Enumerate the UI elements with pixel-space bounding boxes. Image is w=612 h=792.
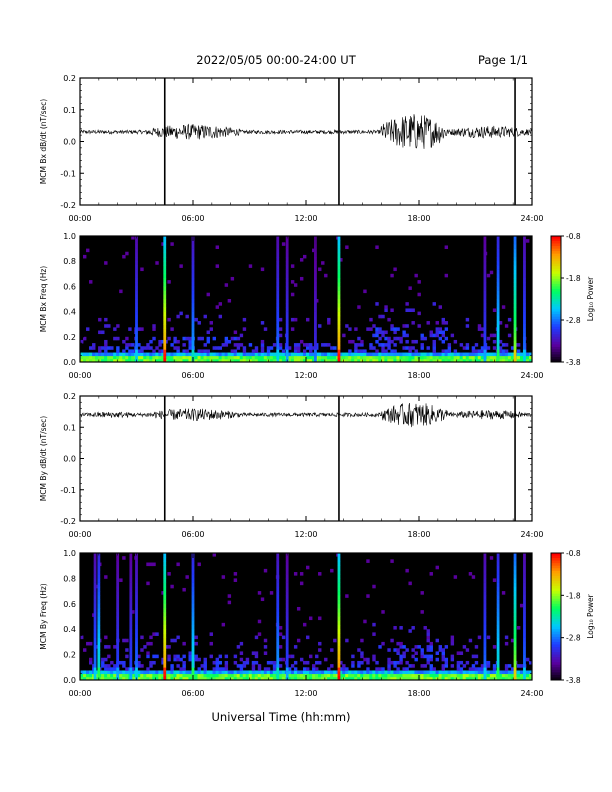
vertical-feature-14 <box>523 553 526 681</box>
vertical-feature-4 <box>276 236 280 363</box>
x-axis-title: Universal Time (hh:mm) <box>211 710 350 724</box>
y-tick-label: 0.6 <box>63 282 76 291</box>
colorbar-tick-label: -2.8 <box>566 316 581 325</box>
colorbar-tick-label: -3.8 <box>566 358 581 367</box>
vertical-feature-4 <box>129 553 133 681</box>
x-tick-label: 18:00 <box>407 530 430 539</box>
vertical-feature-3 <box>116 553 120 681</box>
x-tick-label: 24:00 <box>520 371 543 380</box>
vertical-feature-6 <box>314 236 317 363</box>
vertical-feature-10 <box>337 553 341 681</box>
y-tick-label: 0.2 <box>63 333 76 342</box>
x-tick-label: 18:00 <box>407 371 430 380</box>
x-tick-label: 00:00 <box>68 214 91 223</box>
vertical-feature-11 <box>523 236 526 363</box>
vertical-feature-8 <box>483 236 487 363</box>
x-tick-label: 12:00 <box>294 214 317 223</box>
colorbar-tick-label: -1.8 <box>566 591 581 600</box>
dbdt-series <box>80 114 532 149</box>
colorbar-tick-label: -2.8 <box>566 634 581 643</box>
vertical-feature-11 <box>483 553 487 681</box>
x-tick-label: 06:00 <box>181 689 204 698</box>
y-tick-label: 0.4 <box>63 308 76 317</box>
y-tick-label: 0.8 <box>63 257 76 266</box>
x-tick-label: 00:00 <box>68 689 91 698</box>
colorbar-tick-label: -3.8 <box>566 676 581 685</box>
vertical-feature-12 <box>496 553 500 681</box>
y-tick-label: 0.2 <box>63 74 76 83</box>
y-axis-title: MCM By Freq (Hz) <box>39 583 48 649</box>
y-axis-title: MCM Bx Freq (Hz) <box>39 266 48 332</box>
colorbar: -0.8 -1.8 -2.8 -3.8 Log₁₀ Power <box>550 232 595 367</box>
colorbar-tick-label: -0.8 <box>566 549 581 558</box>
series-group <box>80 396 532 521</box>
vertical-feature-10 <box>513 236 517 363</box>
colorbar-tick-label: -0.8 <box>566 232 581 241</box>
colorbar-label: Log₁₀ Power <box>586 593 595 638</box>
dbdt-series <box>80 402 532 428</box>
spectrogram-cells <box>80 236 533 363</box>
x-tick-label: 24:00 <box>520 689 543 698</box>
vertical-feature-7 <box>191 553 195 681</box>
x-tick-label: 06:00 <box>181 530 204 539</box>
x-tick-label: 06:00 <box>181 214 204 223</box>
colorbar: -0.8 -1.8 -2.8 -3.8 Log₁₀ Power <box>550 549 595 685</box>
y-axis-title: MCM By dB/dt (nT/sec) <box>39 416 48 501</box>
vertical-feature-9 <box>496 236 500 363</box>
y-tick-label: 0.6 <box>63 600 76 609</box>
x-tick-label: 00:00 <box>68 530 91 539</box>
spectrogram-background <box>80 553 532 680</box>
colorbar-tick-label: -1.8 <box>566 274 581 283</box>
y-tick-label: 0.2 <box>63 392 76 401</box>
page-indicator: Page 1/1 <box>478 53 528 67</box>
y-tick-label: 1.0 <box>63 549 76 558</box>
x-tick-label: 24:00 <box>520 530 543 539</box>
plot-frame <box>79 77 533 206</box>
x-tick-label: 12:00 <box>294 530 317 539</box>
y-tick-label: 0.0 <box>63 676 76 685</box>
vertical-feature-7 <box>337 236 341 363</box>
x-tick-label: 18:00 <box>407 689 430 698</box>
y-tick-label: -0.1 <box>60 169 76 178</box>
y-tick-label: -0.1 <box>60 486 76 495</box>
x-tick-label: 06:00 <box>181 371 204 380</box>
y-tick-label: 0.1 <box>63 106 76 115</box>
y-tick-label: 0.8 <box>63 574 76 583</box>
y-tick-label: 1.0 <box>63 232 76 241</box>
panel-3: 0.2 0.1 0.0 -0.1 -0.2 00:00 06:00 12:00 18:00 24:… <box>39 392 544 539</box>
x-tick-label: 12:00 <box>294 689 317 698</box>
y-tick-label: -0.2 <box>60 201 76 210</box>
vertical-feature-1 <box>135 236 138 363</box>
figure-title: 2022/05/05 00:00-24:00 UT <box>196 53 356 67</box>
vertical-feature-6 <box>163 553 167 681</box>
y-tick-label: 0.4 <box>63 625 76 634</box>
y-tick-label: 0.0 <box>63 138 76 147</box>
y-tick-label: 0.0 <box>63 358 76 367</box>
panel-1: 0.2 0.1 0.0 -0.1 -0.2 00:00 06:00 12:00 18:00 24:… <box>39 74 544 223</box>
colorbar-label: Log₁₀ Power <box>586 276 595 321</box>
vertical-feature-5 <box>285 236 289 363</box>
y-axis-title: MCM Bx dB/dt (nT/sec) <box>39 99 48 184</box>
vertical-feature-13 <box>513 553 517 681</box>
vertical-feature-1 <box>93 553 97 681</box>
x-tick-label: 12:00 <box>294 371 317 380</box>
panel-4: -0.8 -1.8 -2.8 -3.8 Log₁₀ Power 1.0 0.8 0.6 0.4 0… <box>39 549 595 698</box>
x-tick-label: 18:00 <box>407 214 430 223</box>
x-tick-label: 00:00 <box>68 371 91 380</box>
y-tick-label: -0.2 <box>60 517 76 526</box>
panels: 0.2 0.1 0.0 -0.1 -0.2 00:00 06:00 12:00 18:00 24:… <box>39 74 595 698</box>
vertical-feature-2 <box>163 236 167 363</box>
series-group <box>80 78 532 205</box>
vertical-feature-9 <box>285 553 289 681</box>
y-tick-label: 0.1 <box>63 423 76 432</box>
vertical-feature-5 <box>135 553 138 681</box>
panel-2: -0.8 -1.8 -2.8 -3.8 Log₁₀ Power 1.0 0.8 0.6 0.4 0… <box>39 232 595 380</box>
vertical-feature-3 <box>191 236 195 363</box>
y-tick-label: 0.2 <box>63 651 76 660</box>
vertical-feature-2 <box>97 553 101 681</box>
x-tick-label: 24:00 <box>520 214 543 223</box>
vertical-feature-8 <box>276 553 280 681</box>
y-tick-label: 0.0 <box>63 455 76 464</box>
